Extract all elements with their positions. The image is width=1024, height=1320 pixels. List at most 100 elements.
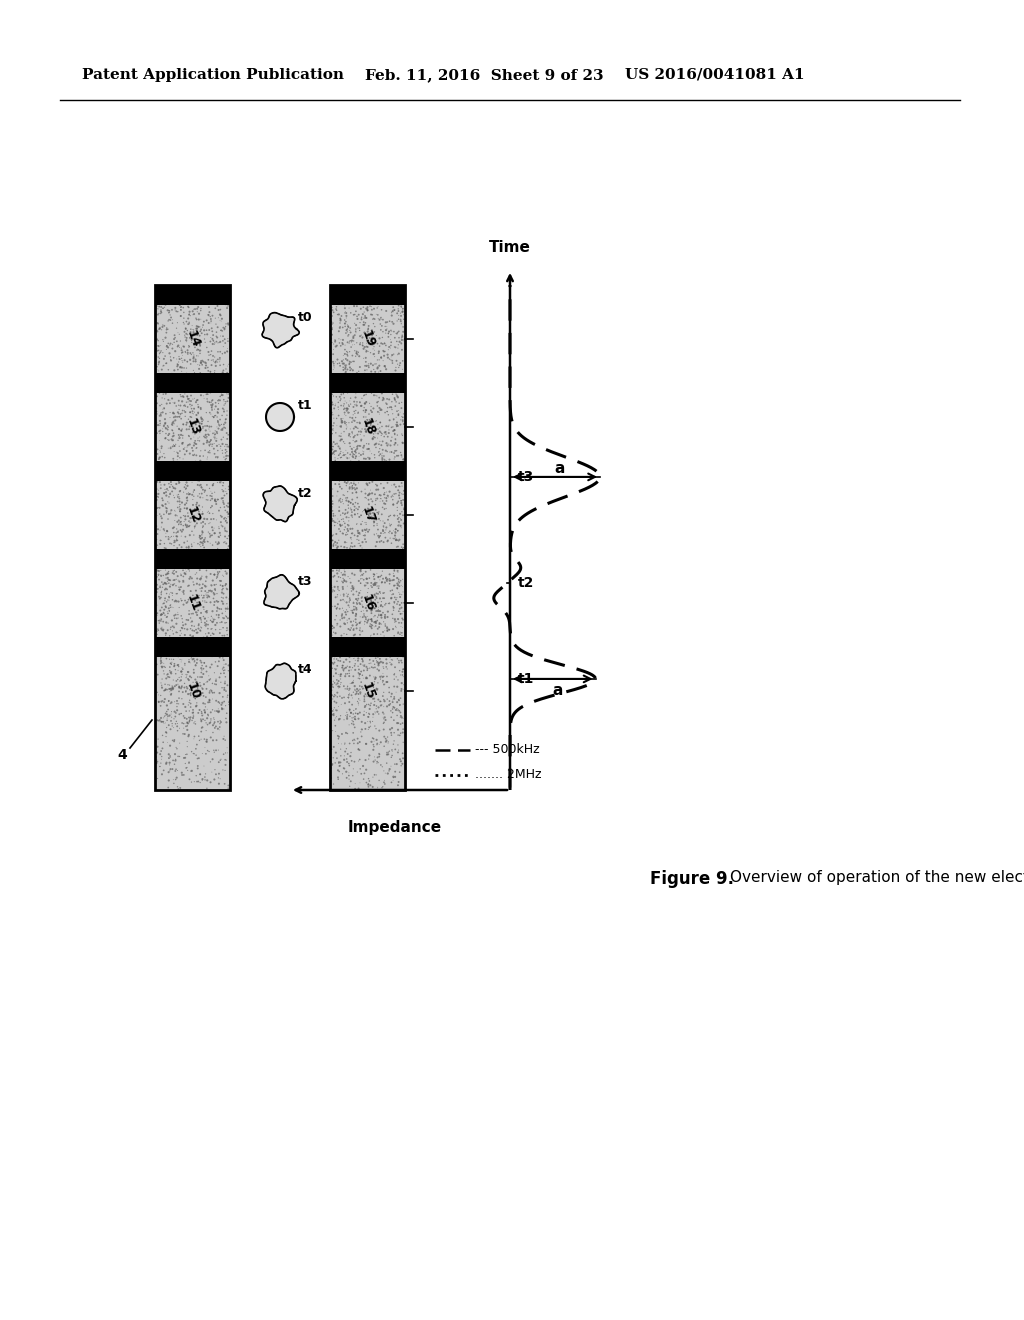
Point [189,420,206,441]
Point [156,482,172,503]
Point [160,491,176,512]
Point [358,635,375,656]
Point [385,421,401,442]
Point [390,520,407,541]
Point [204,405,220,426]
Point [179,756,196,777]
Point [152,711,168,733]
Point [155,314,171,335]
Point [372,743,388,764]
Point [347,659,364,680]
Point [325,433,341,454]
Point [164,462,180,483]
Point [213,470,229,491]
Point [340,403,356,424]
Point [334,478,350,499]
Point [180,297,197,318]
Point [370,296,386,317]
Point [160,438,176,459]
Point [205,550,221,572]
Point [162,675,178,696]
Point [351,356,368,378]
Point [326,503,342,524]
Point [156,708,172,729]
Point [204,762,220,783]
Point [390,719,407,741]
Point [377,356,393,378]
Point [326,648,342,669]
Point [327,577,343,598]
Point [348,681,365,702]
Point [174,342,190,363]
Polygon shape [262,313,299,347]
Point [338,599,354,620]
Point [148,529,165,550]
Point [177,401,194,422]
Point [152,430,168,451]
Point [327,659,343,680]
Point [157,496,173,517]
Point [341,692,357,713]
Point [367,428,383,449]
Point [382,506,398,527]
Point [358,356,375,378]
Point [394,326,411,347]
Point [352,682,369,704]
Point [217,531,233,552]
Point [199,591,215,612]
Point [371,503,387,524]
Point [191,334,208,355]
Point [379,531,395,552]
Point [217,478,233,499]
Point [341,678,357,700]
Point [352,413,369,434]
Point [181,751,198,772]
Point [204,341,220,362]
Point [148,655,165,676]
Point [364,293,380,314]
Point [352,326,369,347]
Point [389,529,406,550]
Point [148,393,165,414]
Point [348,598,365,619]
Point [218,653,234,675]
Point [213,590,229,611]
Point [392,688,409,709]
Point [377,341,393,362]
Point [217,561,233,582]
Point [202,442,218,463]
Point [366,426,382,447]
Point [220,492,237,513]
Point [330,480,346,502]
Point [184,585,201,606]
Point [154,581,170,602]
Point [183,345,200,366]
Point [352,640,369,661]
Point [385,767,401,788]
Point [177,437,194,458]
Point [212,523,228,544]
Point [155,577,171,598]
Point [352,436,369,457]
Point [374,640,390,661]
Point [329,747,345,768]
Point [343,702,359,723]
Point [345,624,361,645]
Point [202,306,218,327]
Point [367,445,383,466]
Point [364,330,380,351]
Point [204,318,220,339]
Point [347,441,364,462]
Point [333,425,349,446]
Point [381,480,397,502]
Point [213,429,229,450]
Point [357,598,374,619]
Point [378,424,394,445]
Point [393,290,410,312]
Point [214,308,230,329]
Point [329,655,345,676]
Point [345,593,361,614]
Point [379,569,395,590]
Point [369,696,385,717]
Point [178,665,195,686]
